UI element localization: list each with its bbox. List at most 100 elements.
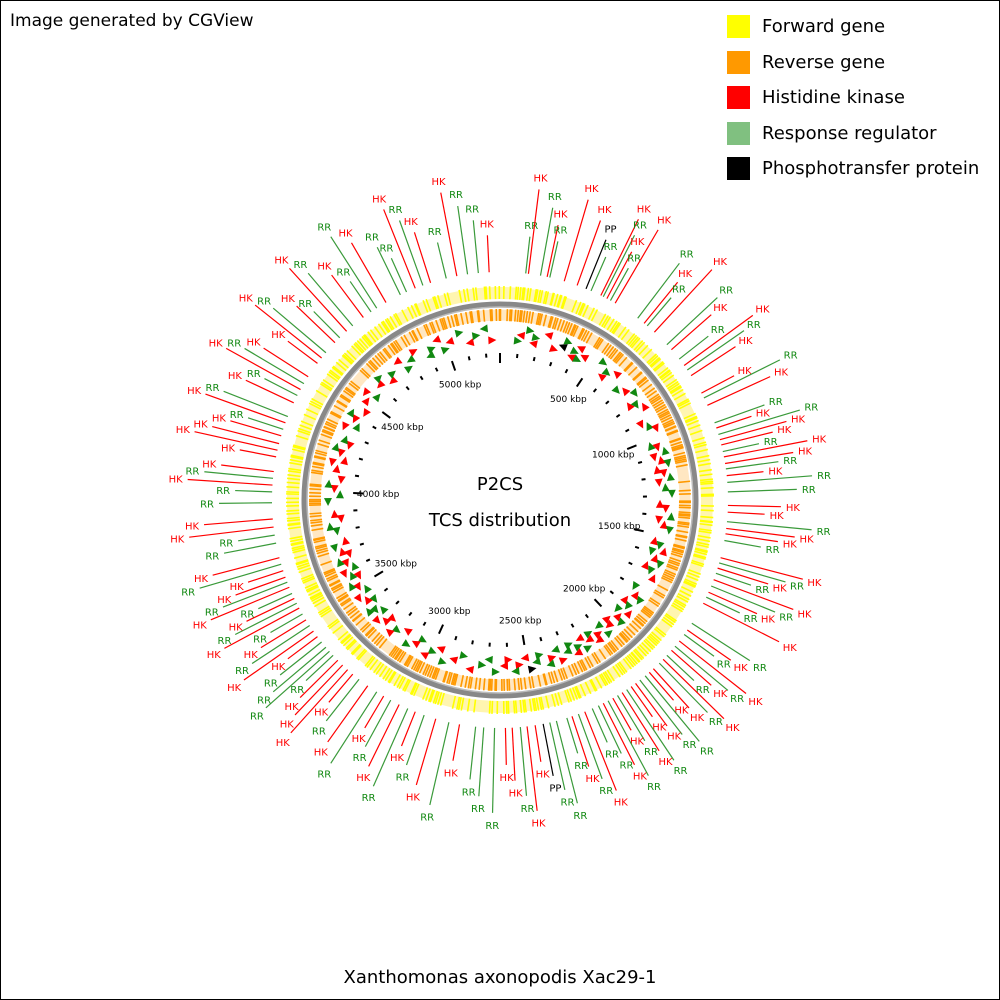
legend-item-reverse-gene: Reverse gene <box>727 45 979 81</box>
reverse-gene <box>668 559 681 565</box>
callout-line-rr <box>305 654 334 682</box>
reverse-gene <box>567 665 574 677</box>
forward-gene <box>516 286 520 300</box>
marker-rr <box>373 374 382 384</box>
reverse-gene <box>621 630 631 641</box>
callout-line-hk <box>563 199 589 282</box>
callout-line-rr <box>372 708 409 787</box>
reverse-gene <box>628 622 639 633</box>
reverse-gene <box>411 330 419 342</box>
callout-label-hk: HK <box>597 205 612 216</box>
forward-gene <box>625 333 636 345</box>
callout-line-rr <box>724 539 761 548</box>
legend-label-histidine-kinase: Histidine kinase <box>762 87 905 109</box>
callout-line-hk <box>546 224 559 278</box>
forward-gene <box>342 636 354 647</box>
marker-hk <box>641 561 649 571</box>
scale-tick-major <box>521 634 526 646</box>
callout-line-rr <box>525 236 531 274</box>
forward-gene <box>679 589 692 597</box>
callout-label-rr: RR <box>521 804 535 815</box>
callout-line-hk <box>716 415 752 429</box>
callout-line-rr <box>566 717 579 754</box>
callout-line-rr <box>602 234 636 297</box>
forward-gene <box>436 295 443 308</box>
callout-label-hk: HK <box>800 535 815 546</box>
marker-rr <box>437 657 447 665</box>
reverse-gene <box>316 549 329 555</box>
reverse-gene <box>443 670 449 683</box>
callout-line-rr <box>549 241 559 278</box>
forward-gene <box>291 448 305 454</box>
legend-label-reverse-gene: Reverse gene <box>762 51 886 73</box>
callout-label-rr: RR <box>719 285 733 296</box>
forward-gene <box>297 429 311 436</box>
marker-rr <box>661 483 670 492</box>
forward-gene <box>288 467 302 472</box>
callout-label-rr: RR <box>353 753 367 764</box>
callout-label-rr: RR <box>257 696 271 707</box>
callout-line-rr <box>597 705 622 754</box>
callout-label-rr: RR <box>599 786 613 797</box>
forward-gene <box>575 301 582 315</box>
forward-gene <box>322 379 335 388</box>
forward-gene <box>507 700 510 714</box>
reverse-gene <box>615 353 625 364</box>
marker-rr <box>546 659 556 668</box>
reverse-gene <box>423 324 430 337</box>
forward-gene <box>582 304 589 318</box>
reverse-gene <box>633 617 644 627</box>
forward-gene <box>366 656 376 668</box>
forward-gene <box>611 321 620 334</box>
callout-line-hk <box>653 269 713 333</box>
forward-gene <box>687 571 700 578</box>
marker-hk <box>577 346 587 354</box>
reverse-gene <box>337 594 349 603</box>
reverse-gene <box>551 317 557 330</box>
marker-rr <box>629 388 638 397</box>
callout-line-hk <box>643 281 679 324</box>
reverse-gene <box>664 569 677 576</box>
scale-tick-minor <box>365 558 371 562</box>
forward-gene <box>550 292 556 306</box>
forward-gene <box>571 687 579 700</box>
forward-gene <box>606 318 615 331</box>
tcs-markers <box>323 324 676 676</box>
reverse-gene <box>653 591 665 599</box>
reverse-gene <box>537 674 542 687</box>
reverse-gene <box>513 678 516 691</box>
reverse-gene <box>434 668 441 681</box>
reverse-gene <box>464 675 469 688</box>
callout-label-pp: PP <box>604 225 616 236</box>
forward-gene <box>655 626 667 636</box>
marker-rr <box>417 635 427 643</box>
forward-gene <box>542 290 548 304</box>
forward-gene <box>697 534 711 539</box>
callout-line-rr <box>235 489 273 493</box>
callout-label-hk: HK <box>713 257 728 268</box>
scale-tick-major <box>633 528 644 533</box>
marker-hk <box>622 387 631 397</box>
marker-hk <box>337 475 346 485</box>
callout-line-hk <box>224 607 300 649</box>
forward-gene <box>345 638 356 650</box>
marker-hk <box>651 423 659 433</box>
forward-gene <box>356 340 367 351</box>
marker-pp <box>558 344 568 352</box>
forward-gene <box>466 698 471 712</box>
callout-line-rr <box>705 596 740 614</box>
reverse-gene <box>644 387 656 396</box>
reverse-gene <box>400 336 408 348</box>
callout-line-hk <box>189 526 274 538</box>
reverse-gene <box>658 410 670 418</box>
forward-gene <box>633 340 644 351</box>
reverse-gene <box>673 451 686 457</box>
reverse-gene <box>330 582 343 590</box>
callout-line-hk <box>600 219 639 296</box>
reverse-gene <box>603 344 612 355</box>
callout-label-hk: HK <box>797 610 812 621</box>
marker-rr <box>534 652 544 660</box>
callout-label-hk: HK <box>533 174 548 185</box>
forward-gene <box>287 526 301 530</box>
